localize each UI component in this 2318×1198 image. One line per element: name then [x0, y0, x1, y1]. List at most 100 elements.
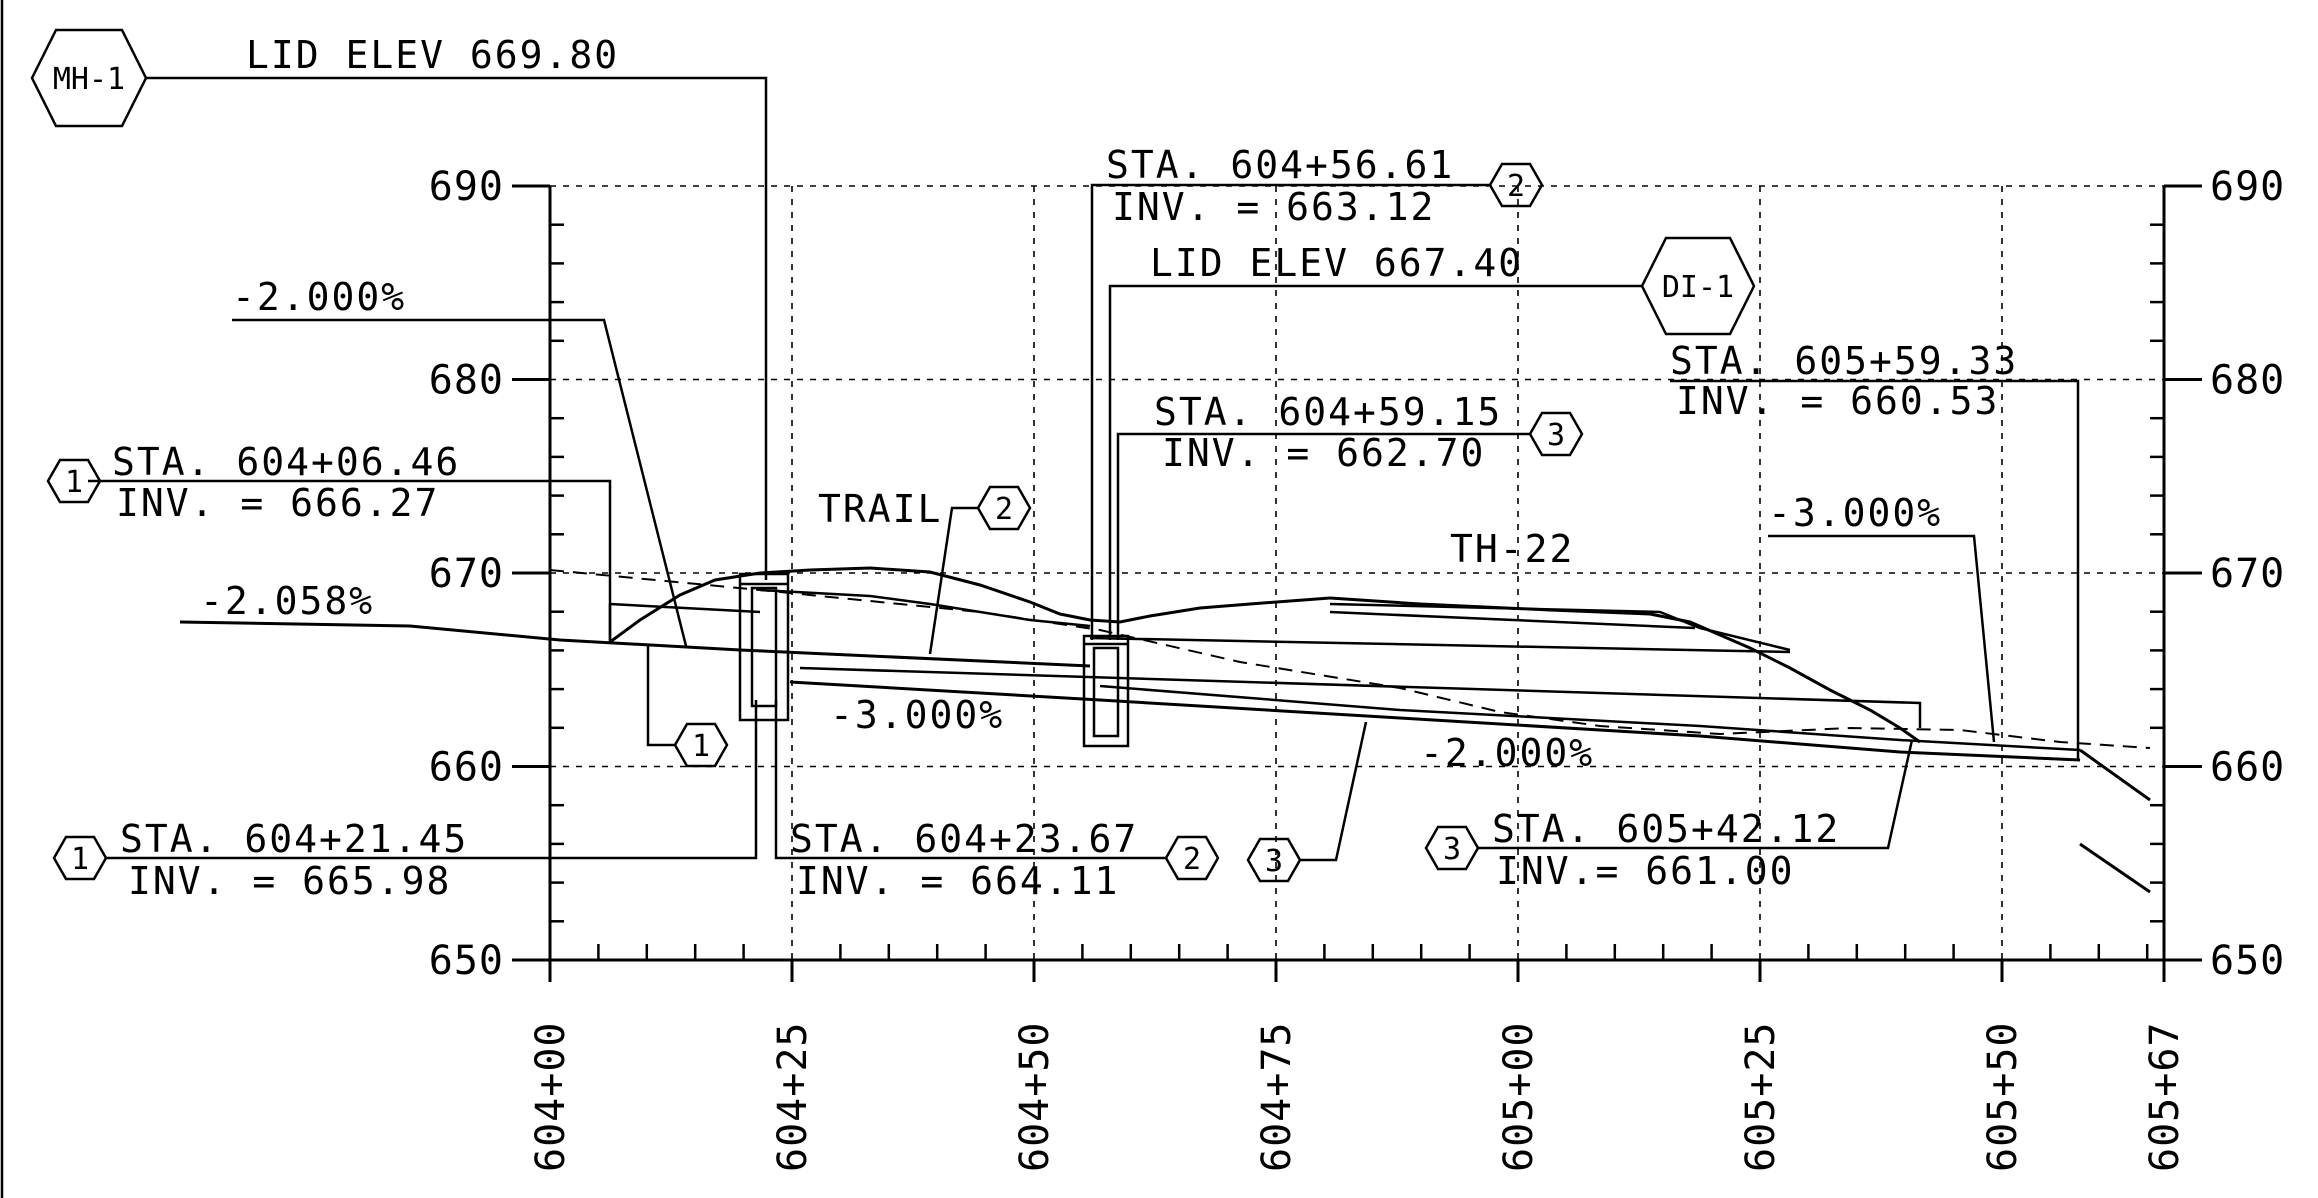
- outlet-line: [2079, 842, 2151, 894]
- callout-inv-2: INV. = 665.98: [128, 859, 451, 903]
- elevation-label-right: 680: [2210, 358, 2285, 404]
- inlet-outer: [1082, 634, 1130, 748]
- slope-label-4: -2.000%: [1420, 731, 1594, 775]
- leader-lines: [88, 76, 2080, 862]
- leader-tag3: [1300, 721, 1368, 862]
- callout-inv-4: INV. = 663.12: [1112, 185, 1435, 229]
- elevation-label-left: 690: [429, 164, 504, 210]
- tags: [30, 28, 1756, 883]
- station-label: 605+25: [1738, 1022, 1784, 1173]
- slope-label-1: -2.000%: [232, 275, 406, 319]
- leader-di1: [1108, 284, 1642, 640]
- leader-604-56: [1090, 183, 1490, 640]
- leader-604-59: [1116, 432, 1530, 640]
- callout-sta-2: STA. 604+21.45: [120, 817, 468, 861]
- callout-inv-1: INV. = 666.27: [116, 481, 439, 525]
- pipe-tag-3: 2: [1507, 169, 1525, 204]
- callout-sta-6: STA. 605+42.12: [1492, 807, 1840, 851]
- pipe-tag-2: 1: [71, 842, 89, 877]
- station-labels: 604+00 604+25 604+50 604+75 605+00 605+25 605+…: [528, 1022, 2188, 1173]
- elevation-label-left: 650: [429, 938, 504, 984]
- elevation-label-right: 690: [2210, 164, 2285, 210]
- manhole-structure: [738, 572, 790, 722]
- leader-604-23: [774, 700, 1166, 860]
- road-layer-2: [1329, 610, 1696, 630]
- pipe-tag-hex-8: [976, 485, 1032, 531]
- pipe-3-line: [789, 680, 2081, 762]
- highway-label: TH-22: [1450, 527, 1574, 571]
- pipe-3-top: [1099, 684, 2081, 752]
- station-label: 605+00: [1496, 1022, 1542, 1173]
- station-label: 605+50: [1980, 1022, 2026, 1173]
- trail-base-1: [609, 602, 761, 614]
- callout-sta-1: STA. 604+06.46: [112, 440, 460, 484]
- callout-sta-3: STA. 604+23.67: [790, 817, 1138, 861]
- pipe-tag-8: 2: [995, 492, 1013, 527]
- station-label: 604+50: [1012, 1022, 1058, 1173]
- pipe-tag-hex-6: [1424, 825, 1480, 871]
- callout-inv-7: INV. = 660.53: [1676, 379, 1999, 423]
- outlet-drop: [2079, 748, 2151, 802]
- slope-label-2: -2.058%: [200, 579, 374, 623]
- elevation-label-right: 650: [2210, 938, 2285, 984]
- pipe-tag-hex-2: [52, 835, 108, 881]
- trail-base-3: [759, 588, 1091, 628]
- leader-tag1-lower: [646, 646, 675, 747]
- axes: [0, 0, 2202, 1198]
- road-layer-1: [1329, 602, 1791, 652]
- pipe-1-line: [179, 620, 741, 652]
- pipe-tag-6: 3: [1443, 832, 1461, 867]
- leader-tag2-trail: [928, 506, 978, 655]
- di1-lid-elev: LID ELEV 667.40: [1150, 241, 1523, 285]
- station-label: 604+25: [770, 1022, 816, 1173]
- di1-tag: DI-1: [1662, 270, 1734, 305]
- inlet-inner: [1092, 646, 1120, 738]
- slope-label-3: -3.000%: [830, 693, 1004, 737]
- drop-inlet-structure: [1082, 634, 1130, 748]
- leader-604-21: [106, 700, 758, 860]
- manhole-outer: [738, 572, 790, 722]
- elevation-labels: 690 690 680 680 670 670 660 660 650 650: [429, 164, 2285, 984]
- pipe-tag-4: 2: [1183, 842, 1201, 877]
- existing-ground-line: [549, 569, 2151, 749]
- pipe-tag-9: 3: [1265, 844, 1283, 879]
- elevation-label-left: 660: [429, 745, 504, 791]
- di1-tag-hex: [1640, 236, 1756, 336]
- pipe-tag-hex-9: [1246, 837, 1302, 883]
- leader-mh1: [146, 76, 768, 580]
- station-label: 604+00: [528, 1022, 574, 1173]
- manhole-inner: [750, 586, 778, 708]
- leader-604-06: [88, 479, 612, 640]
- pipe-2-line: [739, 648, 1091, 668]
- mh1-tag: MH-1: [53, 62, 125, 97]
- leader-slope-5: [1768, 534, 1996, 743]
- pipe-tag-hex-5: [1528, 411, 1584, 457]
- leader-605-59: [1670, 379, 2080, 760]
- elevation-label-right: 670: [2210, 551, 2285, 597]
- callout-sta-7: STA. 605+59.33: [1670, 339, 2018, 383]
- trail-surface-line: [609, 566, 1331, 644]
- road-base-outline: [1089, 636, 1791, 654]
- mh1-lid-elev: LID ELEV 669.80: [246, 33, 619, 77]
- pipe-tag-hex-3: [1488, 162, 1544, 208]
- mh1-tag-hex: [30, 28, 148, 128]
- callout-inv-5: INV. = 662.70: [1162, 431, 1485, 475]
- pipe-tag-7: 1: [692, 729, 710, 764]
- pipe-tag-1: 1: [65, 465, 83, 500]
- station-label: 604+75: [1254, 1022, 1300, 1173]
- pipe-tag-hex-1: [46, 458, 102, 504]
- callout-inv-6: INV.= 661.00: [1496, 849, 1795, 893]
- callout-sta-4: STA. 604+56.61: [1106, 143, 1454, 187]
- leader-slope-1: [232, 318, 688, 647]
- slope-label-5: -3.000%: [1768, 491, 1942, 535]
- callout-sta-5: STA. 604+59.15: [1154, 390, 1502, 434]
- elevation-label-left: 680: [429, 358, 504, 404]
- annotations: MH-1 LID ELEV 669.80 DI-1 LID ELEV 667.4…: [53, 33, 2018, 903]
- leader-605-42: [1478, 739, 1914, 850]
- road-base-lower: [799, 666, 1922, 728]
- pipe-tag-hex-7: [673, 722, 729, 768]
- callout-inv-3: INV. = 664.11: [796, 859, 1119, 903]
- pipe-tag-5: 3: [1547, 418, 1565, 453]
- station-label: 605+67: [2142, 1022, 2188, 1173]
